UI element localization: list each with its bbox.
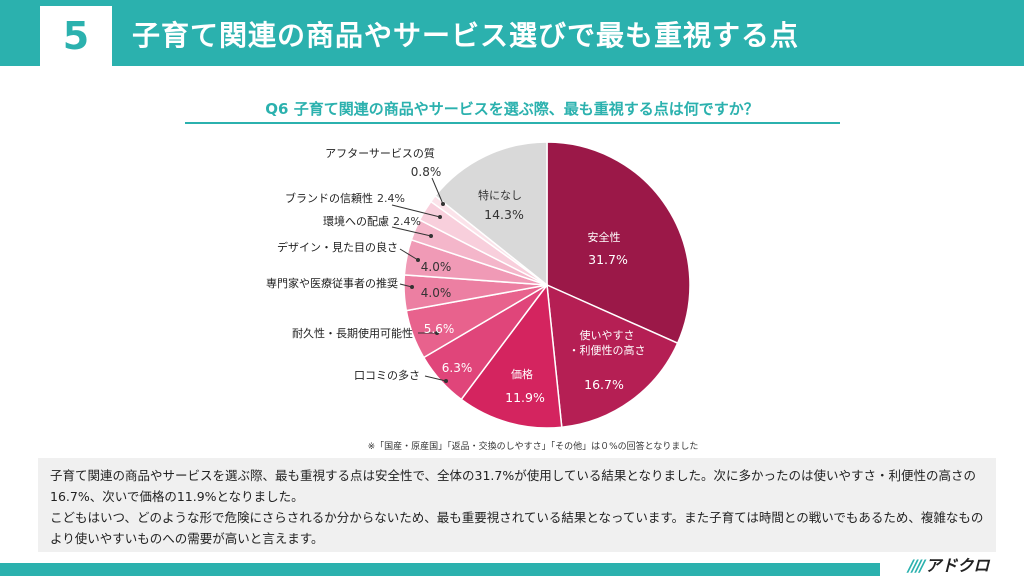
leader-dot (435, 331, 439, 335)
slice-label: デザイン・見た目の良さ (277, 240, 398, 254)
slice-value-label: 4.0% (421, 286, 452, 300)
leader-dot (416, 258, 420, 262)
slice-value-label: 6.3% (442, 361, 473, 375)
slice-value-label: 2.4% (393, 215, 421, 228)
slice-label: ブランドの信頼性 (285, 191, 373, 205)
slice-label: 特になし (478, 188, 522, 202)
leader-line (391, 226, 432, 237)
slice-label: 安全性 (588, 230, 621, 244)
chart-footnote: ※「国産・原産国」「返品・交換のしやすさ」「その他」は０%の回答となりました (367, 442, 699, 452)
logo-text: アドクロ (925, 556, 990, 575)
slice-value-label: 16.7% (584, 377, 624, 392)
slice-value-label: 5.6% (424, 322, 455, 336)
slice-value-label: 4.0% (421, 260, 452, 274)
company-logo: ////アドクロ (908, 552, 989, 576)
page-title: 子育て関連の商品やサービス選びで最も重視する点 (132, 19, 800, 52)
slice-value-label: 31.7% (588, 252, 628, 267)
leader-dot (438, 215, 442, 219)
summary-box: 子育て関連の商品やサービスを選ぶ際、最も重視する点は安全性で、全体の31.7%が… (38, 458, 996, 552)
slice-label: 専門家や医療従事者の推奨 (266, 276, 398, 290)
slice-label: 使いやすさ (580, 329, 635, 342)
leader-dot (410, 285, 414, 289)
pie-slice (546, 141, 691, 345)
pie-slice (546, 283, 679, 429)
leader-line (424, 375, 447, 382)
slice-label: 環境への配慮 (323, 214, 389, 228)
summary-paragraph-1: 子育て関連の商品やサービスを選ぶ際、最も重視する点は安全性で、全体の31.7%が… (50, 468, 976, 504)
pie-slice (434, 141, 548, 287)
leader-line (431, 177, 444, 205)
slice-label: 口コミの多さ (354, 368, 420, 382)
footer-bar (0, 563, 880, 576)
leader-dot (429, 234, 433, 238)
slice-label: 耐久性・長期使用可能性 (292, 326, 413, 340)
pie-slice (460, 283, 563, 429)
leader-line (399, 248, 419, 261)
logo-slash-icon: //// (908, 556, 925, 575)
question-text: Q6 子育て関連の商品やサービスを選ぶ際、最も重視する点は何ですか？ (265, 100, 759, 118)
leader-line (399, 283, 413, 288)
slice-value-label: 0.8% (411, 165, 442, 179)
question-underline (185, 122, 840, 124)
slice-value-label: 11.9% (505, 390, 545, 405)
leader-line (391, 204, 441, 218)
section-number: 5 (40, 6, 112, 66)
slice-label: 価格 (511, 367, 533, 381)
slice-value-label: 2.4% (377, 192, 405, 205)
slice-label: ・利便性の高さ (569, 343, 646, 357)
slice-value-label: 14.3% (484, 207, 524, 222)
slice-label: アフターサービスの質 (325, 146, 435, 160)
leader-dot (444, 379, 448, 383)
leader-dot (441, 202, 445, 206)
header-banner: 5 子育て関連の商品やサービス選びで最も重視する点 (0, 0, 1024, 66)
summary-paragraph-2: こどもはいつ、どのような形で危険にさらされるか分からないため、最も重要視されてい… (50, 510, 984, 546)
